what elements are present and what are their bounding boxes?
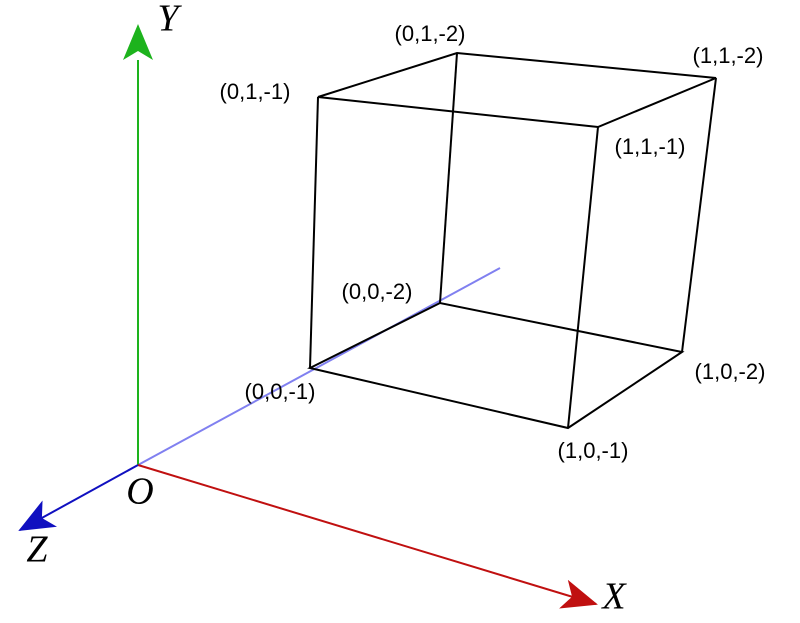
x-axis [137,464,598,609]
origin-label: O [126,471,153,513]
cube [307,51,717,430]
edge [439,52,458,304]
axis-label: Z [26,529,48,571]
vertex-label: (1,1,-1) [615,134,686,159]
vertex-label: (0,1,-2) [395,21,466,46]
vertex-label: (1,1,-2) [693,43,764,68]
vertex-label: (0,1,-1) [220,79,291,104]
vertex-label: (0,0,-2) [342,279,413,304]
edge [567,126,599,429]
y-arrow [123,24,153,60]
edge [681,77,717,353]
vertex-label: (1,0,-1) [558,438,629,463]
edge [309,96,319,369]
hidden-z-axis [137,267,501,466]
axis-label: Y [157,0,182,40]
vertex-label: (0,0,-1) [245,379,316,404]
top-face [317,51,717,129]
bottom-face [307,301,685,430]
axis-label: X [600,576,627,618]
z-axis [18,464,139,531]
vertex-label: (1,0,-2) [695,359,766,384]
